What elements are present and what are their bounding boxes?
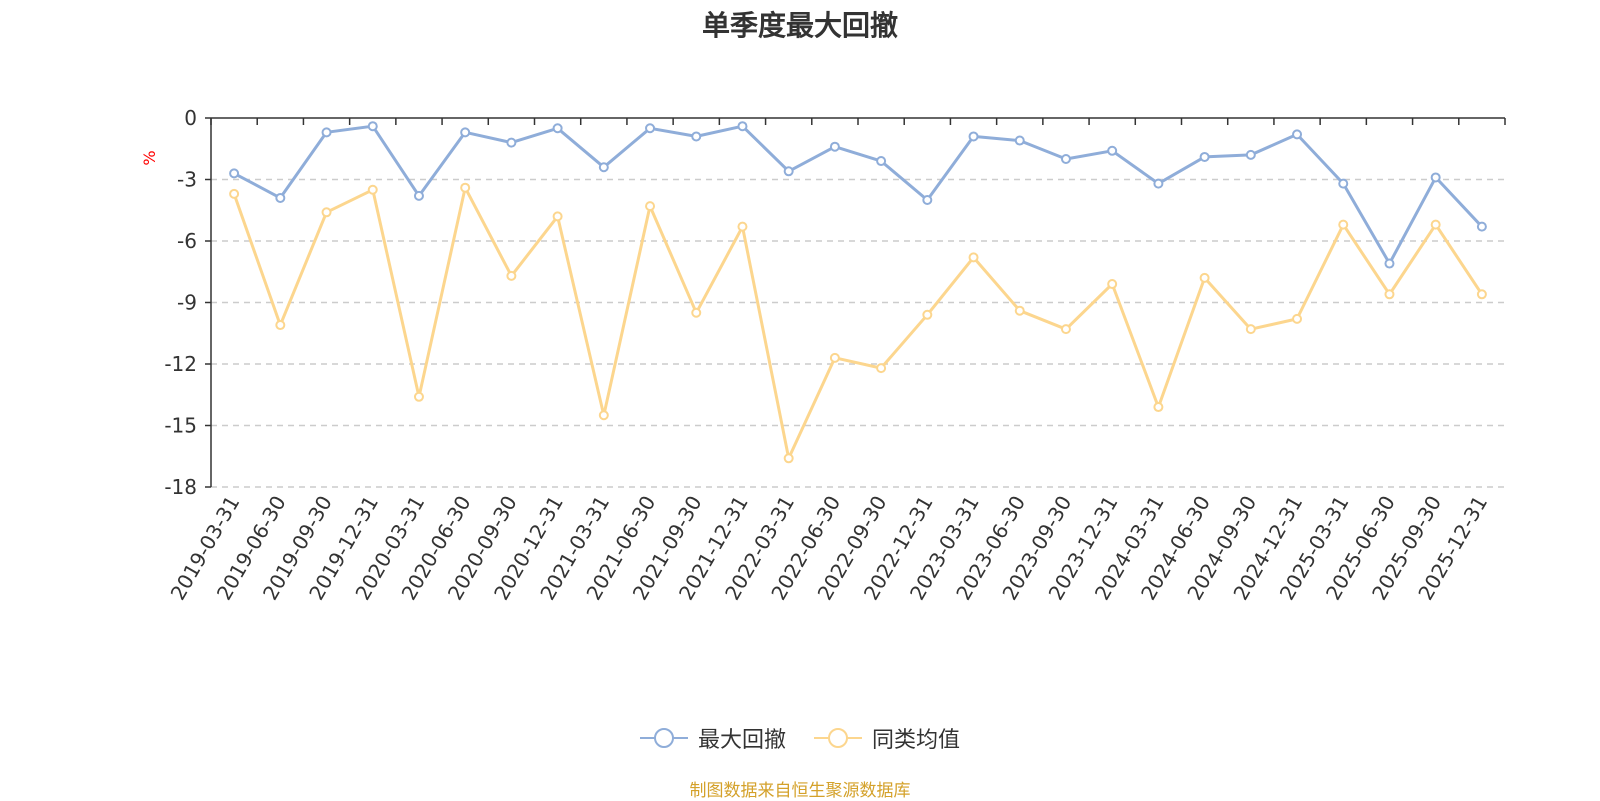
y-tick-label: -12	[164, 352, 197, 376]
data-point-0	[876, 156, 887, 167]
legend-marker-1	[814, 728, 862, 748]
legend-item-0[interactable]: 最大回撤	[639, 722, 786, 754]
data-point-1	[506, 270, 517, 281]
data-point-0	[367, 121, 378, 132]
data-point-1	[737, 221, 748, 232]
data-point-1	[598, 410, 609, 421]
data-point-0	[1430, 172, 1441, 183]
data-point-0	[829, 141, 840, 152]
data-point-0	[229, 168, 240, 179]
legend-item-1[interactable]: 同类均值	[814, 722, 960, 754]
data-point-1	[645, 201, 656, 212]
data-point-0	[645, 123, 656, 134]
data-point-0	[275, 192, 286, 203]
data-point-1	[1384, 289, 1395, 300]
data-point-1	[829, 352, 840, 363]
data-point-0	[460, 127, 471, 138]
data-point-0	[1384, 258, 1395, 269]
data-point-1	[1338, 219, 1349, 230]
data-point-1	[1153, 402, 1164, 413]
data-point-0	[321, 127, 332, 138]
chart-title: 单季度最大回撤	[701, 9, 898, 42]
data-point-1	[968, 252, 979, 263]
data-point-0	[968, 131, 979, 142]
grid-lines	[211, 178, 1505, 488]
data-point-1	[460, 182, 471, 193]
data-point-1	[691, 307, 702, 318]
data-point-1	[275, 320, 286, 331]
y-tick-label: -3	[177, 168, 197, 192]
data-point-1	[1245, 324, 1256, 335]
data-point-1	[1199, 272, 1210, 283]
data-point-0	[1245, 149, 1256, 160]
data-point-1	[229, 188, 240, 199]
y-tick-label: -6	[177, 229, 197, 253]
data-point-1	[321, 207, 332, 218]
y-tick-label: 0	[184, 106, 197, 130]
y-axis-label: %	[140, 150, 159, 165]
data-point-1	[1014, 305, 1025, 316]
data-point-1	[783, 453, 794, 464]
data-point-0	[552, 123, 563, 134]
legend-label-0: 最大回撤	[697, 728, 786, 753]
y-tick-label: -9	[177, 291, 197, 315]
data-point-0	[1107, 145, 1118, 156]
data-point-0	[1476, 221, 1487, 232]
series-lines	[229, 121, 1487, 464]
data-point-1	[1430, 219, 1441, 230]
data-point-0	[1014, 135, 1025, 146]
source-note: 制图数据来自恒生聚源数据库	[689, 781, 911, 801]
data-point-1	[876, 363, 887, 374]
data-point-0	[1153, 178, 1164, 189]
data-point-0	[598, 162, 609, 173]
legend: 最大回撤 同类均值	[0, 722, 1600, 754]
data-point-0	[1199, 151, 1210, 162]
data-point-0	[783, 166, 794, 177]
data-point-1	[1476, 289, 1487, 300]
legend-marker-0	[639, 728, 688, 748]
data-point-1	[552, 211, 563, 222]
y-tick-label: -18	[164, 475, 197, 499]
data-point-0	[413, 190, 424, 201]
data-point-0	[922, 195, 933, 205]
data-point-0	[737, 121, 748, 132]
data-point-0	[1338, 178, 1349, 189]
data-point-1	[367, 184, 378, 195]
data-point-1	[413, 391, 424, 402]
axes	[205, 117, 1506, 488]
series-line-1	[232, 186, 1484, 460]
legend-label-1: 同类均值	[872, 728, 961, 753]
data-point-1	[1107, 279, 1118, 290]
series-line-0	[233, 124, 1483, 265]
data-point-0	[506, 137, 517, 148]
data-point-1	[922, 309, 933, 320]
data-point-0	[1292, 129, 1303, 140]
tick-labels: 0-3-6-9-12-15-18%2019-03-312019-06-30201…	[140, 106, 1492, 604]
data-point-1	[1060, 324, 1071, 335]
data-point-0	[691, 131, 702, 142]
y-tick-label: -15	[164, 414, 197, 438]
data-point-0	[1060, 154, 1071, 164]
data-point-1	[1292, 313, 1303, 324]
